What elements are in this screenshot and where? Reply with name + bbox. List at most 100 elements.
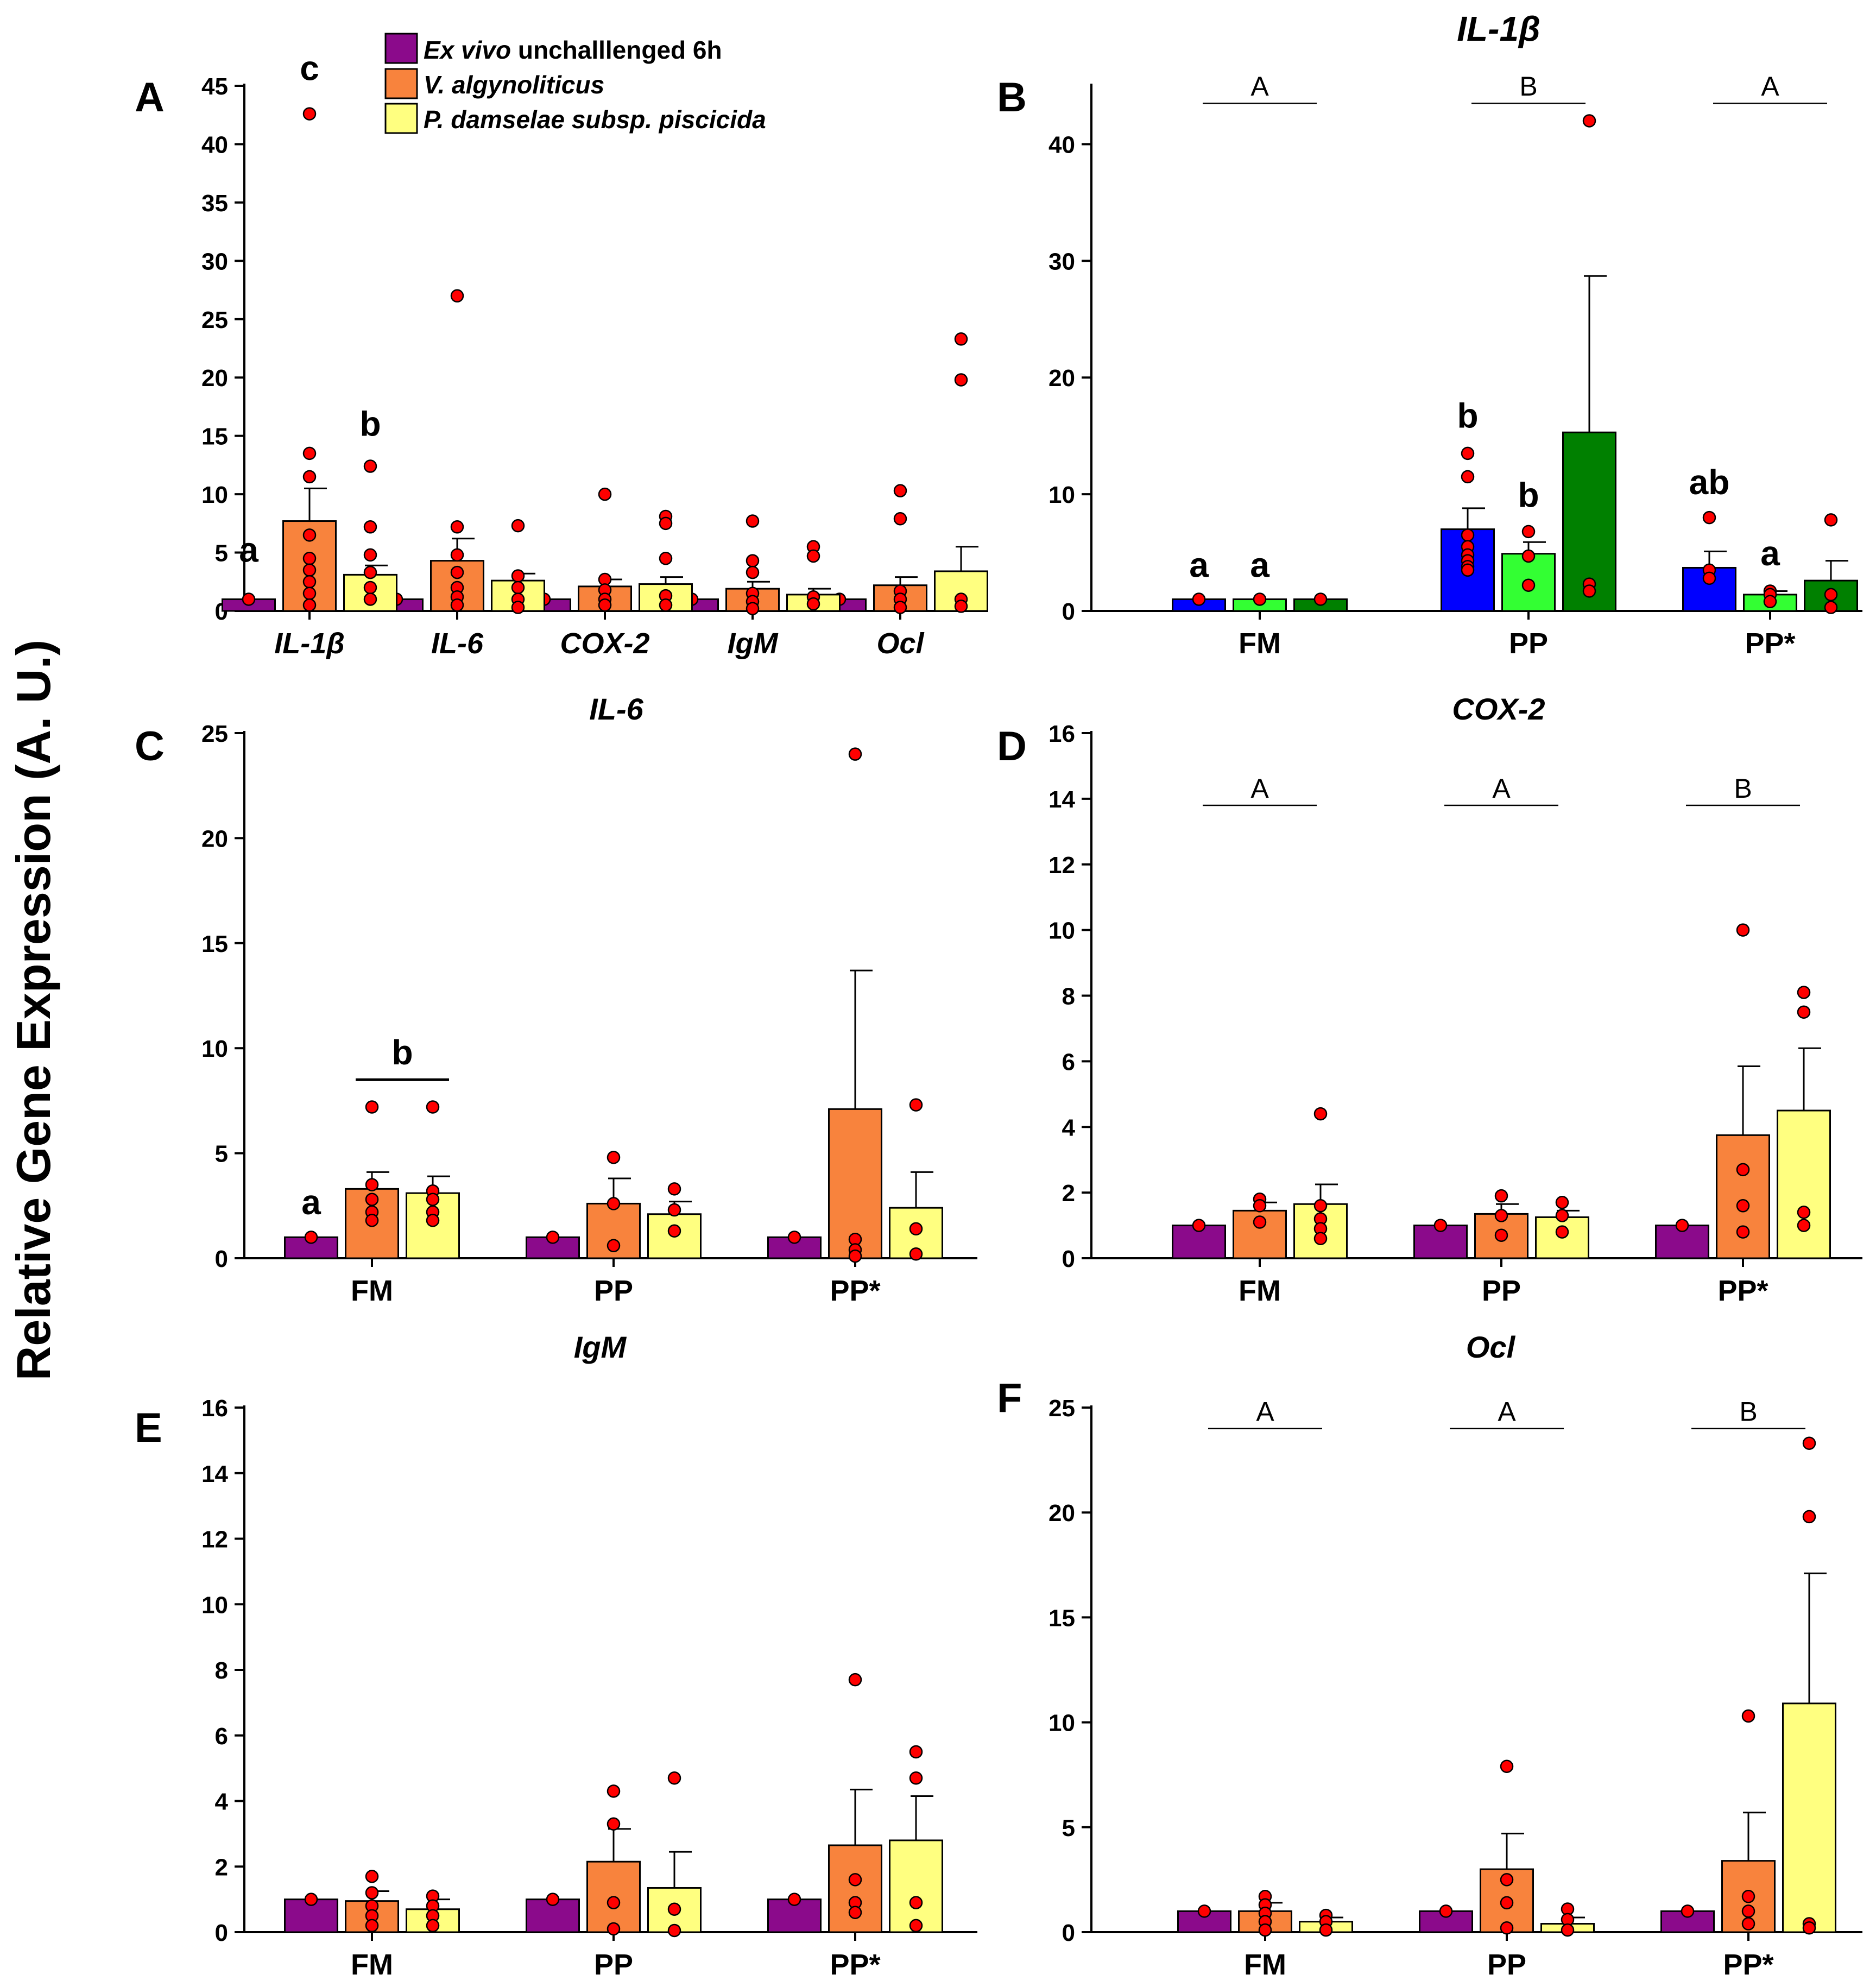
data-point (659, 552, 673, 565)
data-point (450, 565, 464, 579)
x-tick-label: IL-6 (431, 627, 484, 660)
panel-label: A (135, 74, 165, 121)
panel-d: D COX-2 0 2 4 6 8 10 12 14 16 FM PP PP* A A B (997, 692, 1862, 1307)
data-point (302, 446, 317, 461)
group-letter: B (1734, 773, 1752, 804)
x-tick-label: FM (1239, 1275, 1281, 1307)
y-tick-label: 4 (1062, 1114, 1076, 1141)
panel-label: B (997, 74, 1027, 121)
data-point (1313, 1232, 1328, 1245)
x-tick-label: PP* (1745, 627, 1795, 660)
y-tick-label: 15 (201, 424, 228, 450)
group-letter: B (1519, 71, 1537, 102)
bar (889, 1839, 943, 1933)
data-point (1500, 1759, 1514, 1773)
data-point (1736, 1163, 1750, 1177)
panel-label: D (997, 723, 1027, 769)
data-point (1555, 1196, 1569, 1209)
data-point (667, 1923, 681, 1938)
y-tick-label: 20 (201, 825, 228, 852)
data-point (1500, 1921, 1514, 1935)
data-point (848, 747, 862, 761)
x-tick-label: PP* (1723, 1948, 1773, 1981)
data-point (746, 565, 760, 579)
data-point (302, 563, 317, 577)
y-tick-label: 0 (215, 1920, 228, 1946)
data-point (363, 520, 377, 534)
bar (284, 1898, 338, 1933)
data-point (1521, 578, 1536, 592)
data-point (607, 1239, 621, 1253)
significance-letter: a (1189, 546, 1209, 585)
data-point (365, 1886, 379, 1900)
data-point (1500, 1873, 1514, 1887)
legend-swatch-orange (384, 68, 418, 99)
data-point (1702, 510, 1716, 525)
data-point (365, 1193, 379, 1206)
data-point (1824, 588, 1838, 602)
data-point (909, 1098, 923, 1112)
chart-title: Ocl (1466, 1330, 1516, 1364)
data-point (667, 1902, 681, 1916)
data-point (1741, 1904, 1755, 1918)
bar (1782, 1702, 1836, 1933)
panel-label: C (135, 723, 165, 769)
data-point (363, 592, 377, 606)
data-point (1521, 549, 1536, 563)
data-point (1555, 1225, 1569, 1239)
data-point (893, 484, 907, 497)
data-point (1500, 1896, 1514, 1910)
data-point (302, 107, 317, 121)
data-point (1797, 1206, 1811, 1219)
data-point (426, 1919, 440, 1933)
y-axis-label: Relative Gene Expression (A. U.) (7, 640, 60, 1380)
data-point (848, 1249, 862, 1263)
x-tick-label: PP (1482, 1275, 1521, 1307)
data-point (607, 1817, 621, 1831)
y-tick-label: 10 (1048, 1710, 1075, 1737)
data-point (667, 1182, 681, 1196)
data-point (909, 1919, 923, 1933)
data-point (450, 548, 464, 562)
data-point (954, 600, 968, 613)
panel-label: F (997, 1375, 1022, 1421)
data-point (1494, 1228, 1508, 1242)
data-point (363, 565, 377, 579)
data-point (426, 1100, 440, 1114)
data-point (546, 1893, 560, 1906)
y-tick-label: 40 (1048, 131, 1075, 158)
y-tick-label: 30 (1048, 248, 1075, 275)
y-tick-label: 10 (1048, 918, 1075, 944)
legend-label-exvivo: Ex vivo unchalllenged 6h (424, 36, 722, 64)
chart-title: COX-2 (1452, 692, 1545, 726)
data-point (1675, 1219, 1689, 1232)
data-point (909, 1222, 923, 1236)
x-tick-label: IL-1β (274, 627, 345, 660)
data-point (450, 520, 464, 534)
data-point (607, 1922, 621, 1936)
data-point (909, 1771, 923, 1785)
y-tick-label: 35 (201, 190, 228, 217)
data-point (607, 1896, 621, 1909)
data-point (1741, 1917, 1755, 1931)
data-point (450, 598, 464, 612)
data-point (1741, 1890, 1755, 1903)
data-point (1736, 1199, 1750, 1213)
data-point (363, 548, 377, 562)
x-tick-label: PP* (1717, 1275, 1768, 1307)
data-point (1494, 1189, 1508, 1203)
data-point (667, 1224, 681, 1238)
data-point (365, 1214, 379, 1227)
y-tick-label: 2 (215, 1854, 228, 1881)
x-tick-label: PP (1487, 1948, 1526, 1981)
data-point (954, 373, 968, 387)
data-point (1313, 592, 1328, 606)
data-point (1741, 1709, 1755, 1723)
data-point (1797, 1005, 1811, 1019)
legend-swatch-purple (384, 33, 418, 64)
y-tick-label: 8 (1062, 983, 1075, 1010)
x-tick-label: COX-2 (560, 627, 649, 660)
data-point (787, 1231, 801, 1244)
